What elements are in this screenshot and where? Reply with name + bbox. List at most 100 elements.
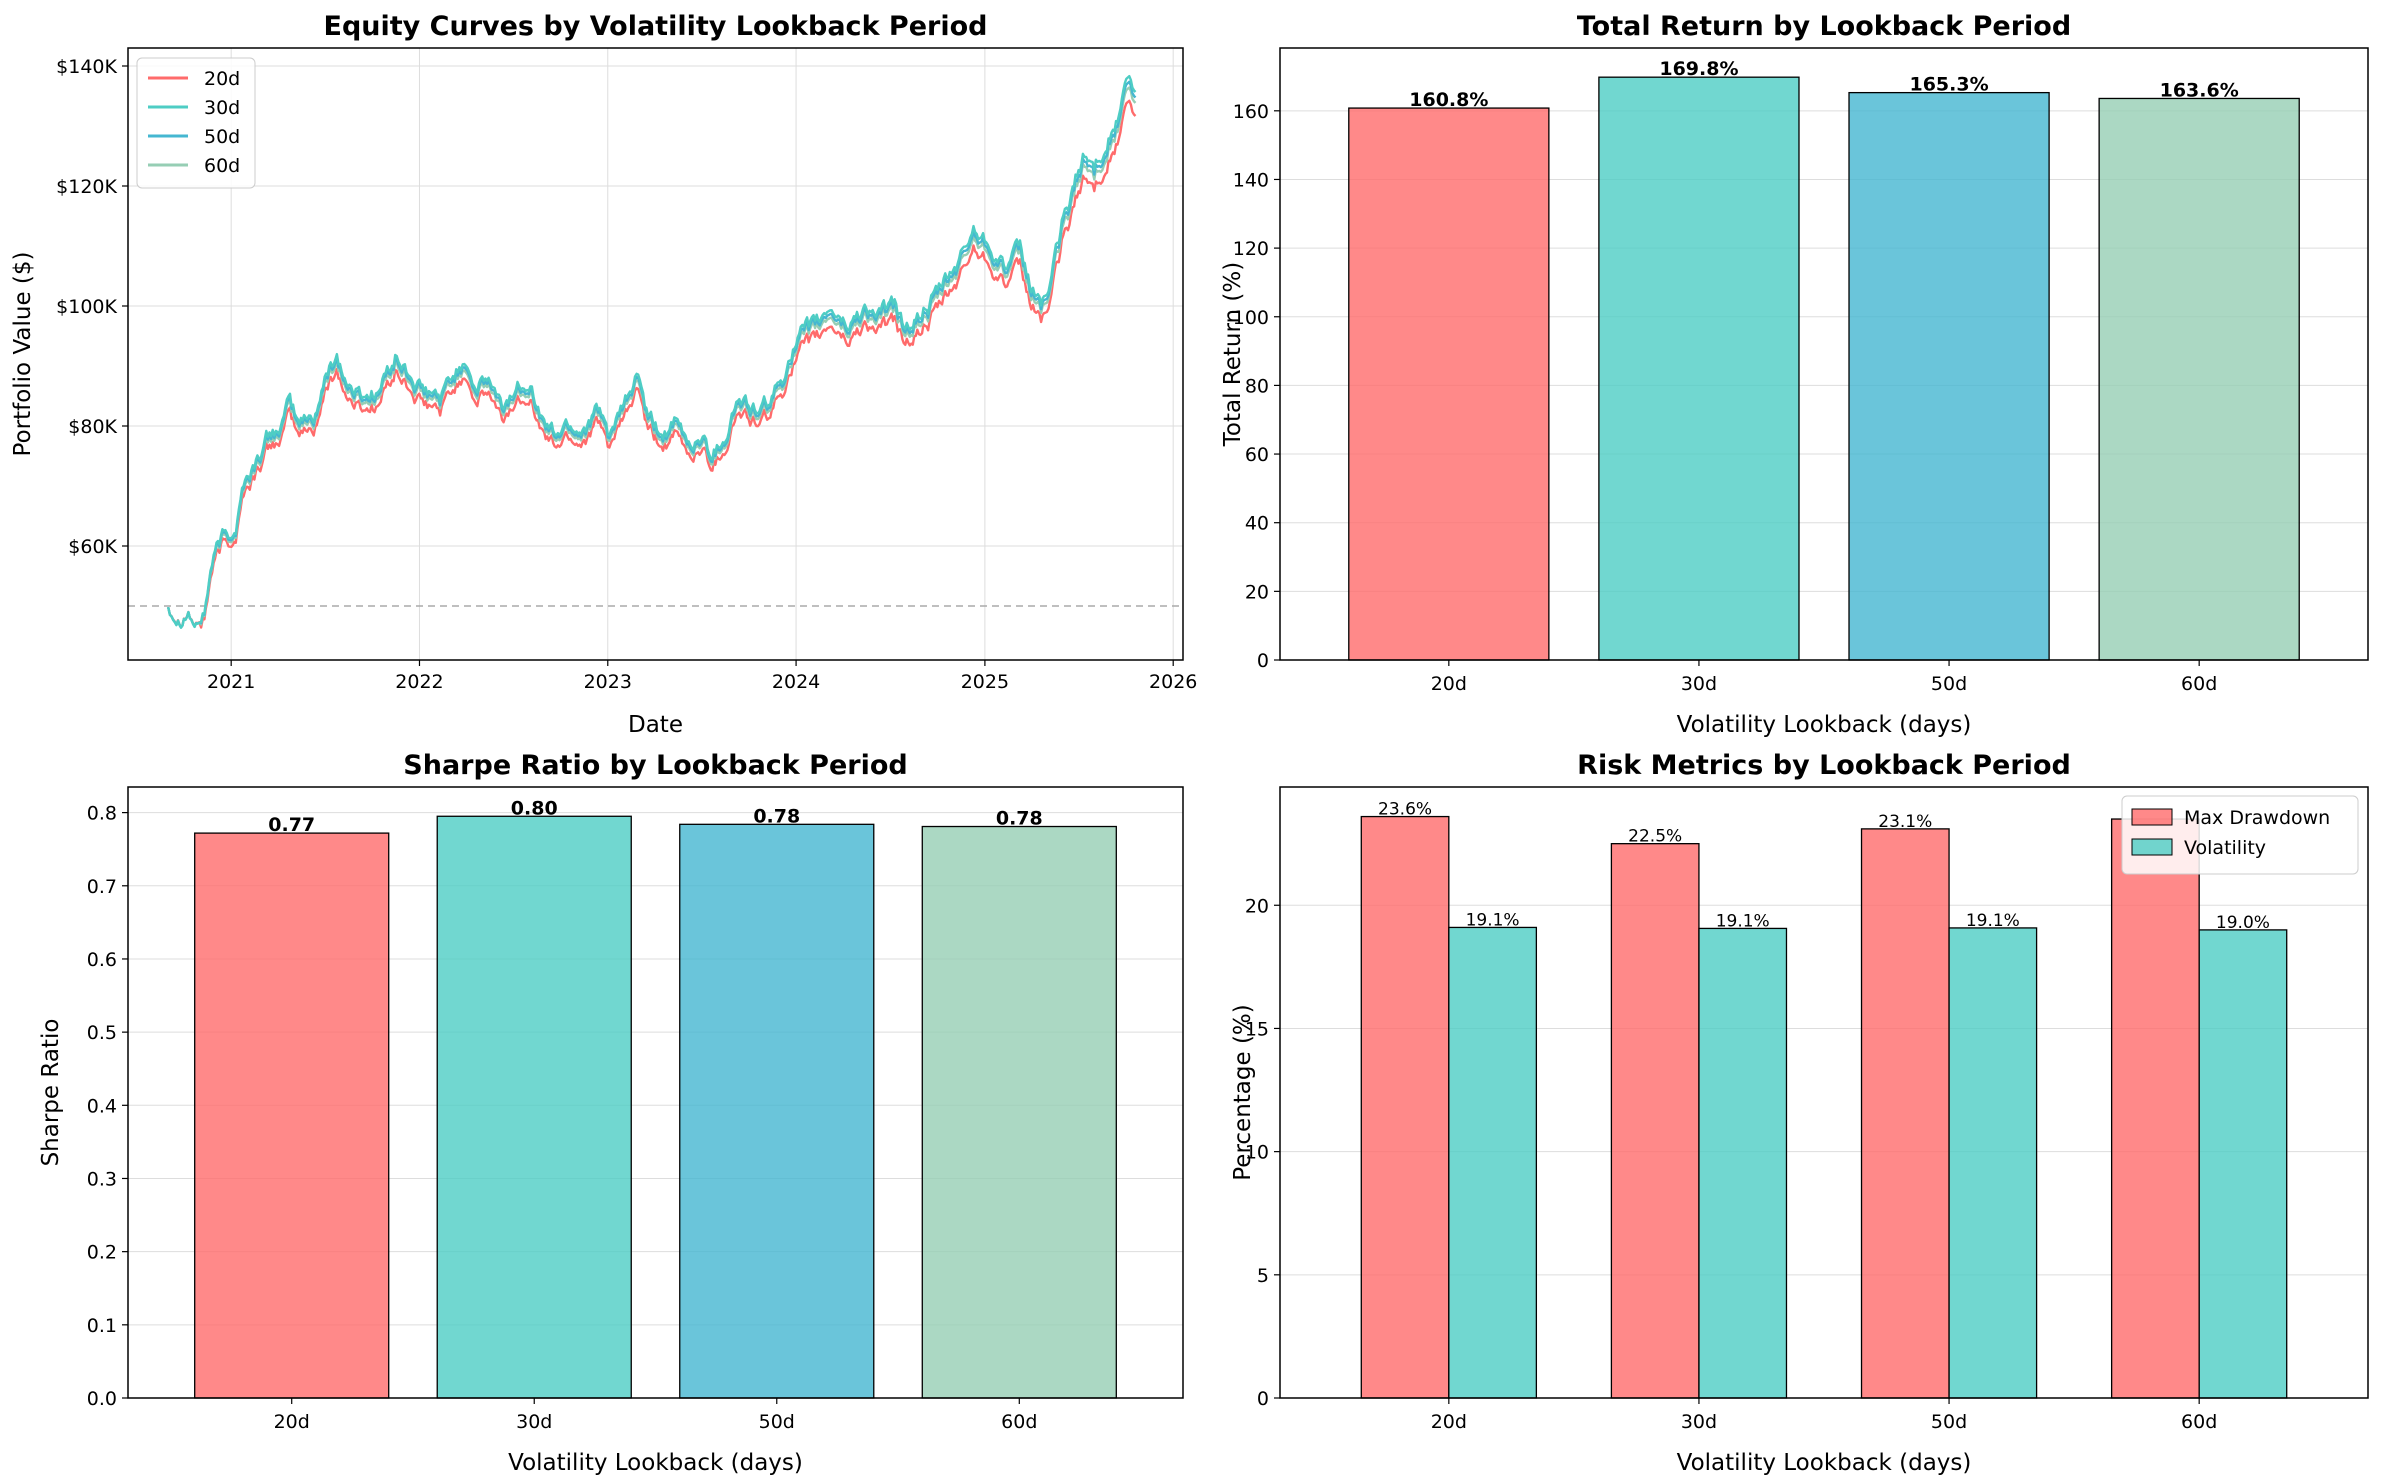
bar-20d [194,832,390,1399]
axes-frame [1279,47,2369,661]
bar-value-label: 0.80 [511,797,558,819]
y-tick-label: 0.7 [87,876,117,898]
bar-50d [1848,91,2050,661]
x-tick-label: 30d [1681,1411,1717,1433]
legend-swatch-max-drawdown [2131,808,2173,826]
y-tick-label: 0.2 [87,1242,117,1264]
y-tick-label: 60 [1245,444,1269,466]
x-tick-label: 20d [1431,1411,1467,1433]
bar-value-label: 23.1% [1878,812,1932,832]
bar-value-label: 19.1% [1466,910,1520,930]
x-tick-label: 50d [1931,1411,1967,1433]
x-tick-label: 2022 [395,671,443,693]
y-tick-label: 5 [1257,1265,1269,1287]
x-tick-label: 2023 [584,671,632,693]
legend-swatch-volatility [2131,838,2173,856]
y-tick-label: $80K [68,416,117,438]
y-tick-label: 0.8 [87,803,117,825]
x-tick-label: 60d [2181,673,2217,695]
x-axis-label: Volatility Lookback (days) [1677,712,1972,738]
bar-value-label: 160.8% [1409,89,1488,111]
y-tick-label: 80 [1245,375,1269,397]
x-tick-label: 2024 [772,671,820,693]
chart-title: Equity Curves by Volatility Lookback Per… [324,11,988,42]
x-tick-label: 50d [759,1411,795,1433]
y-tick-label: 140 [1233,169,1269,191]
y-tick-label: $120K [56,176,117,198]
y-tick-label: 0.4 [87,1095,117,1117]
x-tick-label: 2025 [961,671,1009,693]
equity-line-20d [167,99,1137,629]
y-tick-label: 0 [1257,650,1269,672]
equity-line-30d [167,75,1137,629]
legend-label-20d: 20d [204,68,240,90]
legend-label-60d: 60d [204,155,240,177]
bar-value-label: 22.5% [1628,827,1682,847]
x-axis-label: Volatility Lookback (days) [508,1450,803,1476]
y-tick-label: 160 [1233,101,1269,123]
legend-label-30d: 30d [204,97,240,119]
legend-box [136,57,256,189]
bar-30d [436,815,632,1399]
axes-frame [1279,786,2369,1399]
x-tick-label: 50d [1931,673,1967,695]
y-tick-label: $60K [68,536,117,558]
x-tick-label: 30d [516,1411,552,1433]
bar-volatility-30d [1698,927,1788,1399]
y-tick-label: 120 [1233,238,1269,260]
chart-title: Sharpe Ratio by Lookback Period [403,750,907,781]
bar-value-label: 0.78 [996,808,1043,830]
bar-value-label: 19.1% [1966,911,2020,931]
y-axis-label: Total Return (%) [1220,262,1246,447]
x-tick-label: 60d [1001,1411,1037,1433]
bar-20d [1348,107,1550,661]
x-tick-label: 30d [1681,673,1717,695]
bar-30d [1598,76,1800,661]
bar-value-label: 23.6% [1378,800,1432,820]
legend-label-volatility: Volatility [2184,837,2266,859]
x-axis-label: Date [628,712,683,738]
legend-box [2121,795,2359,875]
axes-frame [127,786,1184,1399]
y-tick-label: $100K [56,296,117,318]
sharpe-chart: 0.0 0.1 0.2 0.3 0.4 0.5 0.6 0.7 0.8 0.77 20d 0.80 30… [38,750,1184,1476]
axes-frame [127,47,1184,661]
y-tick-label: 0.0 [87,1388,117,1410]
risk-chart: 0 5 10 15 20 23.6% 19.1% 20d 22.5% 19.1% 30d 23.1% 1… [1230,750,2369,1476]
x-tick-label: 2026 [1149,671,1197,693]
bar-value-label: 163.6% [2160,79,2239,101]
bar-60d [2098,97,2300,661]
y-tick-label: 0.1 [87,1315,117,1337]
bar-value-label: 19.0% [2216,913,2270,933]
y-axis-label: Portfolio Value ($) [10,252,36,457]
y-tick-label: 100 [1233,307,1269,329]
bar-max-drawdown-50d [1860,828,1950,1399]
x-axis-label: Volatility Lookback (days) [1677,1450,1972,1476]
chart-title: Risk Metrics by Lookback Period [1577,750,2071,781]
y-tick-label: $140K [56,56,117,78]
x-tick-label: 2021 [207,671,255,693]
bar-volatility-50d [1948,927,2038,1399]
legend-label-max-drawdown: Max Drawdown [2184,807,2330,829]
y-axis-label: Sharpe Ratio [38,1019,64,1167]
equity-chart: 2021 2022 2023 2024 2025 2026 $60K $80K $100K $12… [10,11,1197,738]
y-tick-label: 0.6 [87,949,117,971]
y-tick-label: 20 [1245,581,1269,603]
x-tick-label: 20d [1431,673,1467,695]
bar-value-label: 169.8% [1659,58,1738,80]
total_return-chart: 0 20 40 60 80 100 120 140 160 160.8% 20d 169.8% 30d 1… [1220,11,2369,738]
bar-max-drawdown-30d [1610,843,1700,1399]
y-tick-label: 15 [1245,1018,1269,1040]
y-tick-label: 0.5 [87,1022,117,1044]
bar-value-label: 19.1% [1716,911,1770,931]
x-tick-label: 60d [2181,1411,2217,1433]
risk-legend: Max Drawdown Volatility [2121,795,2359,875]
bar-value-label: 0.78 [753,805,800,827]
bar-value-label: 165.3% [1909,74,1988,96]
y-tick-label: 0 [1257,1388,1269,1410]
bar-volatility-60d [2198,929,2288,1399]
bar-60d [921,825,1117,1399]
y-tick-label: 10 [1245,1142,1269,1164]
bar-value-label: 0.77 [268,814,315,836]
